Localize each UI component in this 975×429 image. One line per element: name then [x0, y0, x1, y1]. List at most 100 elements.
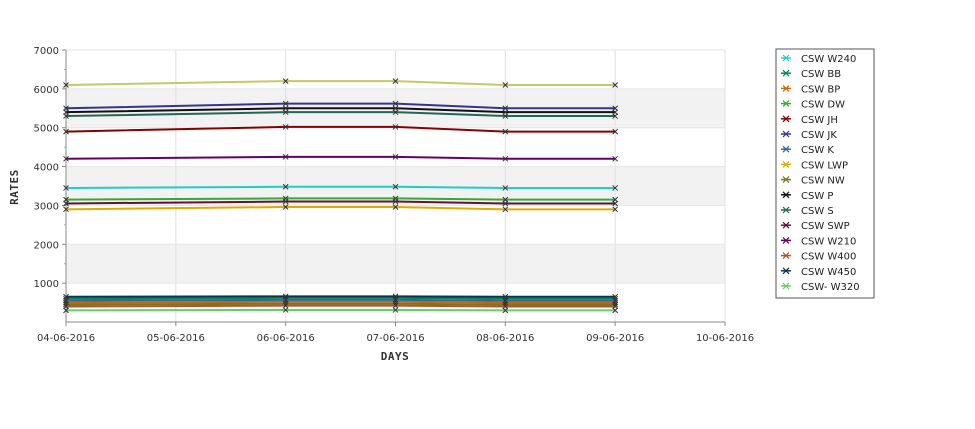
y-tick-label: 2000 [34, 240, 59, 251]
y-axis-title: RATES [8, 169, 21, 205]
data-point-marker [612, 293, 619, 300]
legend-item[interactable]: CSW W450 [781, 267, 856, 278]
x-tick-label: 07-06-2016 [366, 333, 424, 344]
data-point-marker [612, 82, 619, 88]
data-point-marker [392, 109, 399, 116]
data-point-marker [63, 200, 69, 207]
legend-item[interactable]: CSW W400 [781, 252, 856, 263]
data-point-marker [612, 155, 619, 162]
series-16 [63, 307, 619, 314]
data-point-marker [612, 128, 619, 135]
data-point-marker [63, 82, 69, 88]
legend-item[interactable]: CSW LWP [781, 160, 848, 171]
legend-label: CSW DW [801, 100, 845, 111]
data-point-marker [392, 204, 399, 210]
legend-label: CSW JK [801, 130, 837, 141]
data-point-marker [612, 307, 619, 314]
data-point-marker [63, 128, 69, 135]
legend[interactable]: CSW W240 CSW BB CSW BP CSW DW CSW JH CSW JK CS… [775, 48, 875, 299]
data-point-marker [612, 113, 619, 119]
legend-marker-icon [782, 221, 790, 229]
legend-item[interactable]: CSW W240 [781, 54, 856, 65]
data-point-marker [63, 113, 69, 119]
data-point-marker [502, 293, 509, 300]
data-point-marker [392, 307, 399, 313]
series-8 [63, 204, 619, 213]
data-point-marker [502, 82, 509, 88]
data-point-marker [612, 206, 619, 213]
legend-label: CSW S [801, 206, 834, 217]
legend-label: CSW W450 [801, 267, 856, 278]
legend-item[interactable]: CSW S [781, 206, 834, 217]
data-point-marker [63, 206, 69, 213]
data-point-marker [63, 293, 69, 300]
legend-item[interactable]: CSW JK [781, 130, 837, 141]
series-line [65, 205, 616, 211]
data-point-marker [282, 100, 289, 107]
legend-item[interactable]: CSW P [781, 191, 833, 202]
data-point-marker [282, 293, 289, 300]
x-tick-label: 05-06-2016 [147, 333, 205, 344]
legend-marker-icon [782, 282, 790, 290]
legend-item[interactable]: CSW JH [781, 115, 838, 126]
series-line [65, 300, 616, 304]
legend-item[interactable]: CSW DW [781, 100, 845, 111]
legend-item[interactable]: CSW BP [781, 84, 840, 95]
series-line [65, 185, 616, 189]
legend-label: CSW W210 [801, 236, 856, 247]
series-12 [63, 198, 619, 207]
data-point-marker [392, 154, 399, 160]
series-1 [63, 183, 619, 191]
legend-label: CSW- W320 [801, 282, 860, 293]
legend-label: CSW JH [801, 115, 838, 126]
legend-item[interactable]: CSW- W320 [781, 282, 860, 293]
data-point-marker [282, 78, 289, 84]
series-13 [63, 154, 619, 162]
legend-marker-icon [782, 54, 790, 62]
y-tick-label: 1000 [34, 279, 59, 290]
legend-item[interactable]: CSW W210 [781, 236, 856, 247]
x-tick-label: 06-06-2016 [257, 333, 315, 344]
legend-label: CSW K [801, 145, 834, 156]
legend-item[interactable]: CSW NW [781, 176, 845, 187]
y-tick-label: 4000 [34, 163, 59, 174]
legend-marker-icon [782, 160, 790, 168]
data-point-marker [612, 200, 619, 207]
legend-marker-icon [782, 191, 790, 199]
legend-marker-icon [782, 84, 790, 92]
series-line [65, 296, 616, 300]
series-line [65, 304, 616, 308]
y-tick-label: 6000 [34, 85, 59, 96]
legend-label: CSW LWP [801, 160, 848, 171]
data-point-marker [392, 302, 399, 309]
data-point-marker [502, 185, 509, 191]
legend-marker-icon [782, 130, 790, 138]
x-axis-ticks: 04-06-2016 05-06-2016 06-06-2016 07-06-2016… [37, 322, 754, 344]
series-line [65, 302, 616, 306]
legend-marker-icon [782, 69, 790, 77]
legend-item[interactable]: CSW BB [781, 69, 841, 80]
data-point-marker [392, 100, 399, 107]
data-point-marker [282, 307, 289, 313]
data-point-marker [282, 204, 289, 210]
data-point-marker [282, 302, 289, 309]
legend-item[interactable]: CSW SWP [781, 221, 850, 232]
data-point-marker [282, 183, 289, 190]
series-line [65, 197, 616, 201]
y-tick-label: 3000 [34, 201, 59, 212]
series-5 [63, 124, 619, 135]
x-tick-label: 04-06-2016 [37, 333, 95, 344]
data-point-marker [502, 155, 509, 162]
legend-frame [775, 48, 875, 299]
data-point-marker [502, 307, 509, 314]
series-17 [63, 78, 619, 88]
legend-marker-icon [782, 236, 790, 244]
legend-item[interactable]: CSW K [781, 145, 834, 156]
data-point-marker [502, 113, 509, 119]
data-point-marker [282, 124, 289, 130]
legend-label: CSW NW [801, 176, 845, 187]
legend-label: CSW BB [801, 69, 841, 80]
x-tick-label: 10-06-2016 [696, 333, 754, 344]
legend-marker-icon [782, 267, 790, 275]
